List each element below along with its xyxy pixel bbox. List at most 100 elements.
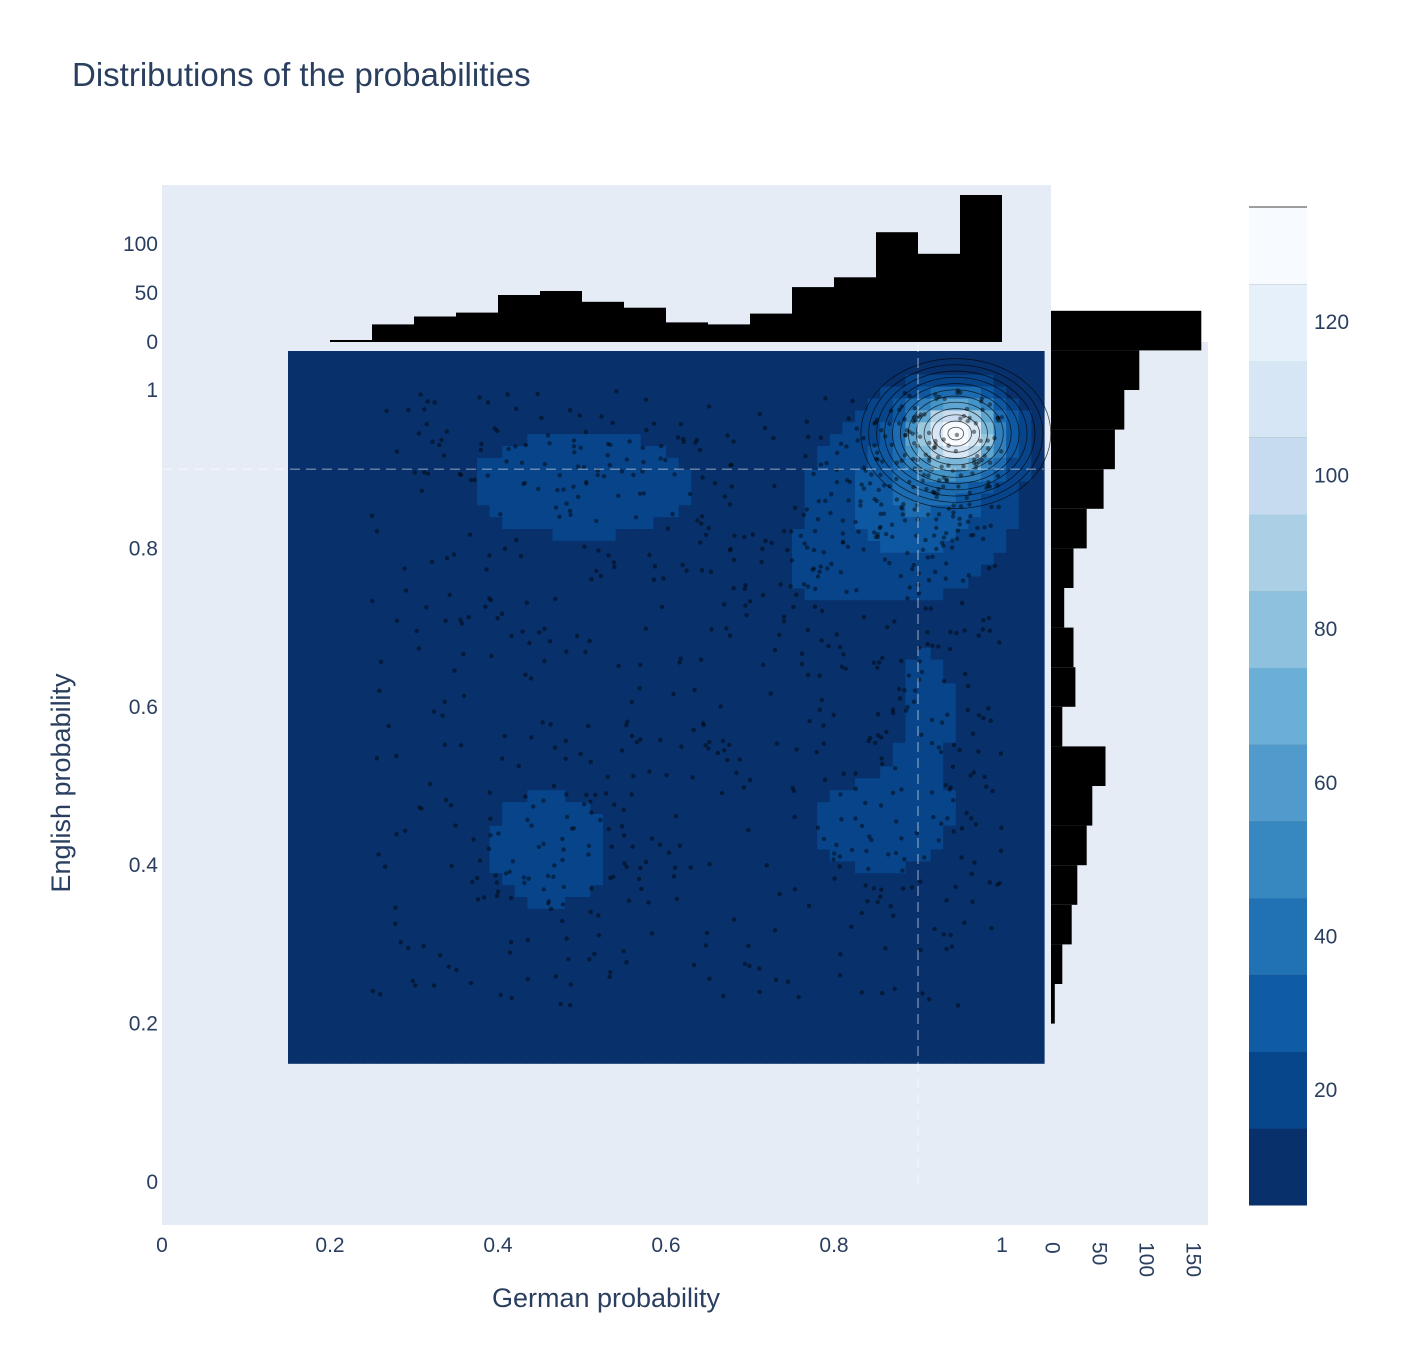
density-cell bbox=[855, 873, 869, 886]
density-cell bbox=[1031, 802, 1045, 815]
density-cell bbox=[565, 624, 579, 637]
density-cell bbox=[766, 1003, 780, 1017]
density-cell bbox=[653, 778, 667, 791]
density-cell bbox=[716, 659, 730, 673]
density-cell bbox=[829, 825, 843, 839]
density-cell bbox=[489, 1003, 503, 1017]
density-cell bbox=[880, 790, 894, 803]
density-cell bbox=[955, 1051, 969, 1064]
density-cell bbox=[703, 873, 717, 886]
scatter-point bbox=[527, 640, 532, 646]
density-cell bbox=[1031, 624, 1045, 637]
density-cell bbox=[792, 754, 806, 768]
density-cell bbox=[741, 635, 755, 649]
density-cell bbox=[691, 612, 705, 625]
density-cell bbox=[981, 790, 995, 803]
density-cell bbox=[678, 766, 692, 779]
density-cell bbox=[703, 564, 717, 578]
density-cell bbox=[892, 481, 906, 495]
density-cell bbox=[981, 718, 995, 732]
scatter-point bbox=[724, 626, 729, 631]
density-cell bbox=[792, 659, 806, 673]
scatter-point bbox=[732, 533, 737, 538]
density-cell bbox=[351, 624, 365, 637]
density-cell bbox=[288, 980, 302, 993]
density-cell bbox=[590, 1003, 604, 1017]
density-cell bbox=[439, 374, 453, 388]
density-cell bbox=[817, 647, 831, 661]
density-cell bbox=[527, 1027, 541, 1041]
density-cell bbox=[867, 707, 881, 720]
scatter-point bbox=[854, 588, 859, 593]
density-cell bbox=[653, 920, 667, 934]
density-cell bbox=[565, 825, 579, 839]
scatter-point bbox=[432, 400, 437, 405]
density-cell bbox=[502, 552, 516, 566]
scatter-point bbox=[859, 823, 865, 829]
density-cell bbox=[842, 837, 856, 851]
density-cell bbox=[1006, 956, 1020, 969]
density-cell bbox=[401, 351, 415, 364]
density-cell bbox=[880, 624, 894, 637]
density-cell bbox=[300, 742, 314, 756]
density-cell bbox=[401, 647, 415, 661]
density-cell bbox=[300, 707, 314, 720]
density-cell bbox=[489, 873, 503, 886]
density-cell bbox=[855, 600, 869, 613]
density-cell bbox=[779, 754, 793, 768]
density-cell bbox=[313, 540, 327, 554]
density-cell bbox=[363, 671, 377, 684]
density-cell bbox=[691, 754, 705, 768]
density-cell bbox=[779, 1027, 793, 1041]
density-cell bbox=[905, 445, 919, 459]
scatter-point bbox=[772, 483, 777, 489]
scatter-point bbox=[951, 503, 956, 508]
density-cell bbox=[313, 968, 327, 981]
top-histogram-bar bbox=[330, 340, 372, 342]
density-cell bbox=[981, 588, 995, 601]
density-cell bbox=[640, 469, 654, 483]
density-cell bbox=[955, 659, 969, 673]
density-cell bbox=[880, 683, 894, 696]
density-cell bbox=[514, 754, 528, 768]
density-cell bbox=[905, 671, 919, 684]
density-cell bbox=[590, 445, 604, 459]
density-cell bbox=[414, 1027, 428, 1041]
density-cell bbox=[703, 813, 717, 827]
density-cell bbox=[615, 552, 629, 566]
scatter-point bbox=[521, 875, 527, 880]
scatter-point bbox=[486, 846, 492, 851]
density-cell bbox=[930, 612, 944, 625]
density-cell bbox=[968, 647, 982, 661]
density-cell bbox=[288, 457, 302, 471]
density-cell bbox=[401, 742, 415, 756]
density-cell bbox=[552, 766, 566, 779]
density-cell bbox=[943, 707, 957, 720]
scatter-point bbox=[944, 477, 949, 482]
density-cell bbox=[829, 457, 843, 471]
density-cell bbox=[363, 612, 377, 625]
density-cell bbox=[590, 718, 604, 732]
density-cell bbox=[779, 671, 793, 684]
density-cell bbox=[426, 374, 440, 388]
top-histogram-tick-label: 50 bbox=[135, 282, 158, 305]
density-cell bbox=[615, 493, 629, 506]
scatter-point bbox=[995, 415, 1000, 421]
density-cell bbox=[376, 849, 390, 863]
density-cell bbox=[855, 920, 869, 934]
density-cell bbox=[678, 885, 692, 898]
density-cell bbox=[1018, 920, 1032, 934]
density-cell bbox=[653, 493, 667, 506]
density-cell bbox=[1006, 398, 1020, 411]
density-cell bbox=[867, 885, 881, 898]
scatter-point bbox=[513, 444, 518, 449]
density-cell bbox=[754, 908, 768, 922]
density-cell bbox=[388, 1015, 402, 1029]
density-cell bbox=[981, 778, 995, 791]
density-cell bbox=[527, 564, 541, 578]
density-cell bbox=[300, 1051, 314, 1064]
density-cell bbox=[817, 552, 831, 566]
density-cell bbox=[590, 351, 604, 364]
scatter-point bbox=[482, 895, 487, 900]
density-cell bbox=[691, 588, 705, 601]
